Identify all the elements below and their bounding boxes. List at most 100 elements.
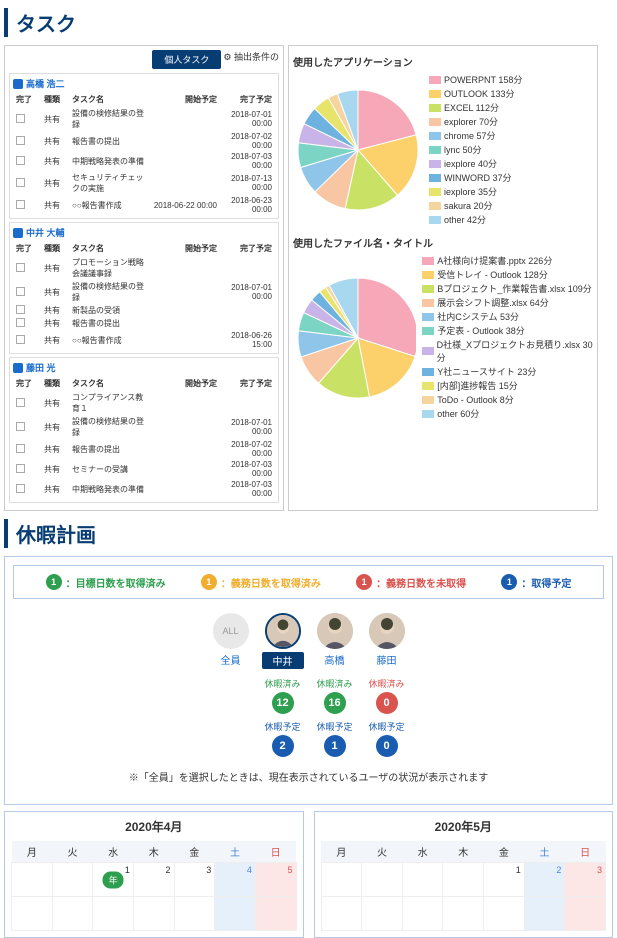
status-legend-item: 1：取得予定 xyxy=(501,574,571,590)
checkbox[interactable] xyxy=(16,398,25,407)
checkbox[interactable] xyxy=(16,287,25,296)
section-title-vacation: 休暇計画 xyxy=(4,519,613,548)
task-tabs: 個人タスク ⚙ 抽出条件の xyxy=(9,50,279,69)
cal-cell[interactable] xyxy=(215,897,256,931)
legend-item: iexplore 40分 xyxy=(429,157,522,170)
legend-swatch xyxy=(429,104,441,112)
chart-files-title: 使用したファイル名・タイトル xyxy=(293,235,593,250)
cal-cell[interactable]: 4 xyxy=(215,863,256,897)
cal-cell[interactable]: 1 xyxy=(484,863,525,897)
cal-cell[interactable] xyxy=(402,863,443,897)
cal-cell[interactable] xyxy=(524,897,565,931)
task-row[interactable]: 共有中期戦略発表の準備2018-07-03 00:00 xyxy=(13,479,275,499)
person-selector[interactable]: 中井 xyxy=(262,613,304,669)
stat-badge: 0 xyxy=(376,735,398,757)
task-row[interactable]: 共有設備の検修結果の登録2018-07-01 00:00 xyxy=(13,415,275,439)
legend-label: POWERPNT 158分 xyxy=(444,73,522,86)
cal-cell[interactable]: 3 xyxy=(174,863,215,897)
checkbox[interactable] xyxy=(16,156,25,165)
cal-cell[interactable] xyxy=(12,897,53,931)
checkbox[interactable] xyxy=(16,136,25,145)
cal-cell[interactable] xyxy=(321,863,362,897)
stat-label: 休暇予定 xyxy=(314,720,356,733)
year-pill[interactable]: 年 xyxy=(103,871,124,888)
task-row[interactable]: 共有設備の検修結果の登録2018-07-01 00:00 xyxy=(13,280,275,304)
cal-cell[interactable] xyxy=(565,897,606,931)
task-row[interactable]: 共有プロモーション戦略会議議事録 xyxy=(13,256,275,280)
cal-cell[interactable] xyxy=(402,897,443,931)
person-selector[interactable]: 高橋 xyxy=(314,613,356,669)
cal-cell[interactable] xyxy=(362,897,403,931)
task-row[interactable]: 共有報告書の提出2018-07-02 00:00 xyxy=(13,131,275,151)
cal-cell[interactable] xyxy=(443,897,484,931)
task-row[interactable]: 共有報告書の提出 xyxy=(13,317,275,330)
cal-cell[interactable] xyxy=(321,897,362,931)
filter-icon[interactable]: ⚙ 抽出条件の xyxy=(223,50,279,69)
person-selector[interactable]: 藤田 xyxy=(366,613,408,669)
checkbox[interactable] xyxy=(16,422,25,431)
legend-label: iexplore 35分 xyxy=(444,185,497,198)
cal-cell[interactable]: 2 xyxy=(524,863,565,897)
user-name[interactable]: 藤田 光 xyxy=(26,361,56,374)
legend-item: sakura 20分 xyxy=(429,199,522,212)
cal-cell[interactable] xyxy=(443,863,484,897)
cal-cell[interactable] xyxy=(362,863,403,897)
checkbox[interactable] xyxy=(16,335,25,344)
legend-swatch xyxy=(422,368,434,376)
avatar[interactable] xyxy=(369,613,405,649)
checkbox[interactable] xyxy=(16,484,25,493)
legend-label: sakura 20分 xyxy=(444,199,493,212)
cal-cell[interactable]: 5 xyxy=(255,863,296,897)
cal-cell[interactable] xyxy=(255,897,296,931)
cal-cell[interactable]: 3 xyxy=(565,863,606,897)
stat-item: 休暇済み0 xyxy=(366,677,408,714)
legend-swatch xyxy=(429,146,441,154)
checkbox[interactable] xyxy=(16,114,25,123)
cal-cell[interactable]: 2 xyxy=(133,863,174,897)
task-row[interactable]: 共有セキュリティチェックの実施2018-07-13 00:00 xyxy=(13,171,275,195)
cal-cell[interactable] xyxy=(133,897,174,931)
checkbox[interactable] xyxy=(16,305,25,314)
stat-item: 休暇済み12 xyxy=(262,677,304,714)
avatar[interactable] xyxy=(317,613,353,649)
checkbox[interactable] xyxy=(16,263,25,272)
checkbox[interactable] xyxy=(16,200,25,209)
checkbox[interactable] xyxy=(16,464,25,473)
status-label: ：取得予定 xyxy=(521,575,571,590)
cal-cell[interactable]: 1年 xyxy=(93,863,134,897)
user-name[interactable]: 高橋 浩二 xyxy=(26,77,65,90)
task-row[interactable]: 共有コンプライアンス教育１ xyxy=(13,391,275,415)
legend-label: D社様_Xプロジェクトお見積り.xlsx 30分 xyxy=(437,338,593,364)
legend-swatch xyxy=(429,188,441,196)
person-selector[interactable]: ALL全員 xyxy=(210,613,252,669)
task-row[interactable]: 共有報告書の提出2018-07-02 00:00 xyxy=(13,439,275,459)
task-table: 完了種類タスク名開始予定完了予定共有コンプライアンス教育１共有設備の検修結果の登… xyxy=(13,376,275,499)
legend-label: ToDo - Outlook 8分 xyxy=(437,393,514,406)
checkbox[interactable] xyxy=(16,318,25,327)
task-row[interactable]: 共有セミナーの受講2018-07-03 00:00 xyxy=(13,459,275,479)
cal-cell[interactable] xyxy=(484,897,525,931)
checkbox[interactable] xyxy=(16,178,25,187)
task-row[interactable]: 共有○○報告書作成2018-06-22 00:002018-06-23 00:0… xyxy=(13,195,275,215)
legend-label: OUTLOOK 133分 xyxy=(444,87,515,100)
stat-item: 休暇済み16 xyxy=(314,677,356,714)
task-row[interactable]: 共有設備の検修結果の登録2018-07-01 00:00 xyxy=(13,107,275,131)
stat-item: 休暇予定1 xyxy=(314,720,356,757)
cal-cell[interactable] xyxy=(174,897,215,931)
task-row[interactable]: 共有中期戦略発表の準備2018-07-03 00:00 xyxy=(13,151,275,171)
user-name[interactable]: 中井 大輔 xyxy=(26,226,65,239)
task-row[interactable]: 共有○○報告書作成2018-06-26 15:00 xyxy=(13,330,275,350)
tab-personal[interactable]: 個人タスク xyxy=(152,50,221,69)
task-row[interactable]: 共有新製品の受領 xyxy=(13,304,275,317)
avatar[interactable] xyxy=(265,613,301,649)
legend-label: 社内Cシステム 53分 xyxy=(437,310,519,323)
cal-cell[interactable] xyxy=(52,897,93,931)
legend-swatch xyxy=(422,347,433,355)
legend-swatch xyxy=(422,410,434,418)
checkbox[interactable] xyxy=(16,444,25,453)
legend-apps: POWERPNT 158分OUTLOOK 133分EXCEL 112分explo… xyxy=(429,73,522,227)
cal-cell[interactable] xyxy=(12,863,53,897)
cal-cell[interactable] xyxy=(52,863,93,897)
avatar-all[interactable]: ALL xyxy=(213,613,249,649)
cal-cell[interactable] xyxy=(93,897,134,931)
